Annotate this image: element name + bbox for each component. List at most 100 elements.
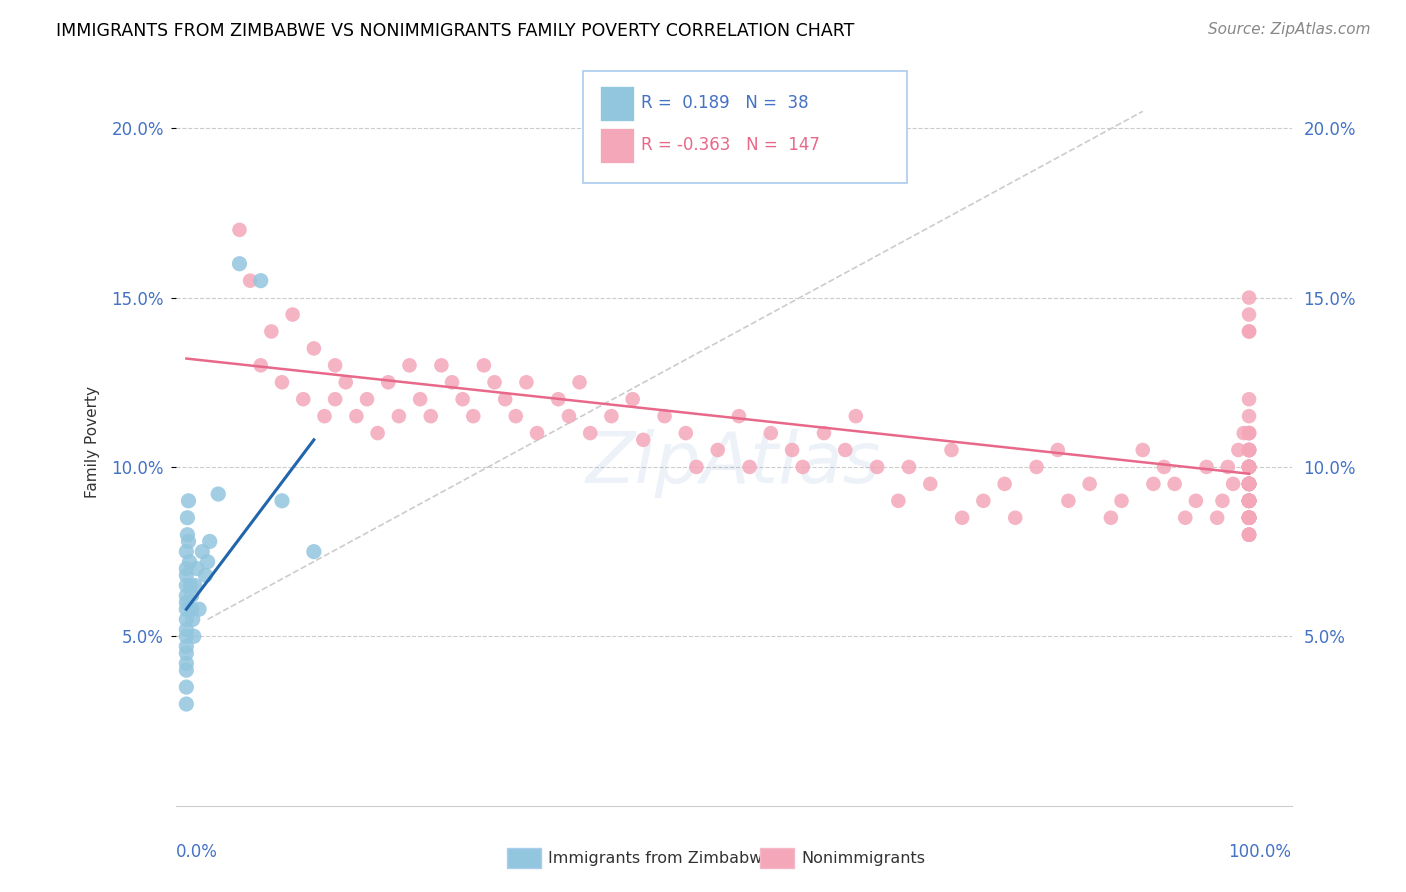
Point	[1237, 459, 1260, 474]
Point	[356, 392, 378, 407]
Point	[897, 459, 920, 474]
Point	[1237, 510, 1260, 524]
Point	[1237, 325, 1260, 339]
Point	[1237, 459, 1260, 474]
Point	[176, 578, 198, 592]
Point	[1132, 442, 1154, 457]
Point	[1237, 493, 1260, 508]
Point	[1237, 476, 1260, 491]
Point	[1237, 459, 1260, 474]
Point	[1237, 510, 1260, 524]
Point	[176, 680, 198, 694]
Point	[941, 442, 963, 457]
Point	[1237, 510, 1260, 524]
Point	[1237, 442, 1260, 457]
Point	[813, 426, 835, 441]
Point	[1237, 527, 1260, 541]
Text: 100.0%: 100.0%	[1229, 843, 1292, 861]
Point	[1237, 493, 1260, 508]
Point	[706, 442, 728, 457]
Point	[271, 493, 294, 508]
Point	[494, 392, 516, 407]
Point	[1237, 476, 1260, 491]
Point	[176, 629, 198, 643]
Point	[239, 274, 262, 288]
Point	[1237, 291, 1260, 305]
Point	[323, 359, 346, 373]
Point	[1237, 476, 1260, 491]
Point	[600, 409, 623, 424]
Point	[367, 426, 389, 441]
Point	[1237, 308, 1260, 322]
Point	[568, 376, 591, 390]
Point	[950, 510, 973, 524]
Point	[1237, 493, 1260, 508]
Point	[558, 409, 581, 424]
Point	[1237, 392, 1260, 407]
Point	[228, 257, 250, 271]
Point	[994, 476, 1017, 491]
Point	[845, 409, 868, 424]
Point	[180, 589, 202, 603]
Point	[866, 459, 889, 474]
Point	[260, 325, 283, 339]
Point	[1237, 426, 1260, 441]
Point	[1237, 510, 1260, 524]
Point	[176, 663, 198, 677]
Point	[1195, 459, 1218, 474]
Point	[1237, 493, 1260, 508]
Point	[1237, 527, 1260, 541]
Point	[181, 612, 204, 626]
Point	[1237, 493, 1260, 508]
Point	[1237, 493, 1260, 508]
Point	[1153, 459, 1175, 474]
Point	[1237, 510, 1260, 524]
Point	[1237, 476, 1260, 491]
Point	[1111, 493, 1133, 508]
Point	[1174, 510, 1197, 524]
Point	[1237, 426, 1260, 441]
Point	[472, 359, 495, 373]
Point	[505, 409, 527, 424]
Point	[197, 555, 219, 569]
Point	[409, 392, 432, 407]
Point	[1237, 442, 1260, 457]
Text: Nonimmigrants: Nonimmigrants	[801, 851, 925, 866]
Point	[271, 376, 294, 390]
Point	[292, 392, 315, 407]
Point	[1222, 476, 1244, 491]
Point	[177, 534, 200, 549]
Point	[1237, 510, 1260, 524]
Point	[186, 561, 208, 575]
Point	[1233, 426, 1256, 441]
Point	[184, 578, 207, 592]
Point	[1237, 493, 1260, 508]
Point	[1237, 442, 1260, 457]
Point	[1237, 510, 1260, 524]
Point	[654, 409, 676, 424]
Text: Source: ZipAtlas.com: Source: ZipAtlas.com	[1208, 22, 1371, 37]
Point	[972, 493, 994, 508]
Point	[281, 308, 304, 322]
Point	[176, 612, 198, 626]
Point	[430, 359, 453, 373]
Point	[1237, 476, 1260, 491]
Point	[792, 459, 814, 474]
Point	[176, 561, 198, 575]
Point	[1237, 459, 1260, 474]
Point	[1046, 442, 1069, 457]
Point	[1237, 510, 1260, 524]
Point	[419, 409, 441, 424]
Point	[191, 544, 214, 558]
Point	[176, 510, 198, 524]
Point	[1237, 493, 1260, 508]
Point	[1237, 510, 1260, 524]
Point	[176, 646, 198, 660]
Point	[377, 376, 399, 390]
Point	[398, 359, 420, 373]
Point	[188, 602, 211, 616]
Point	[1237, 325, 1260, 339]
Point	[388, 409, 411, 424]
Text: R = -0.363   N =  147: R = -0.363 N = 147	[641, 136, 820, 154]
Point	[1237, 493, 1260, 508]
